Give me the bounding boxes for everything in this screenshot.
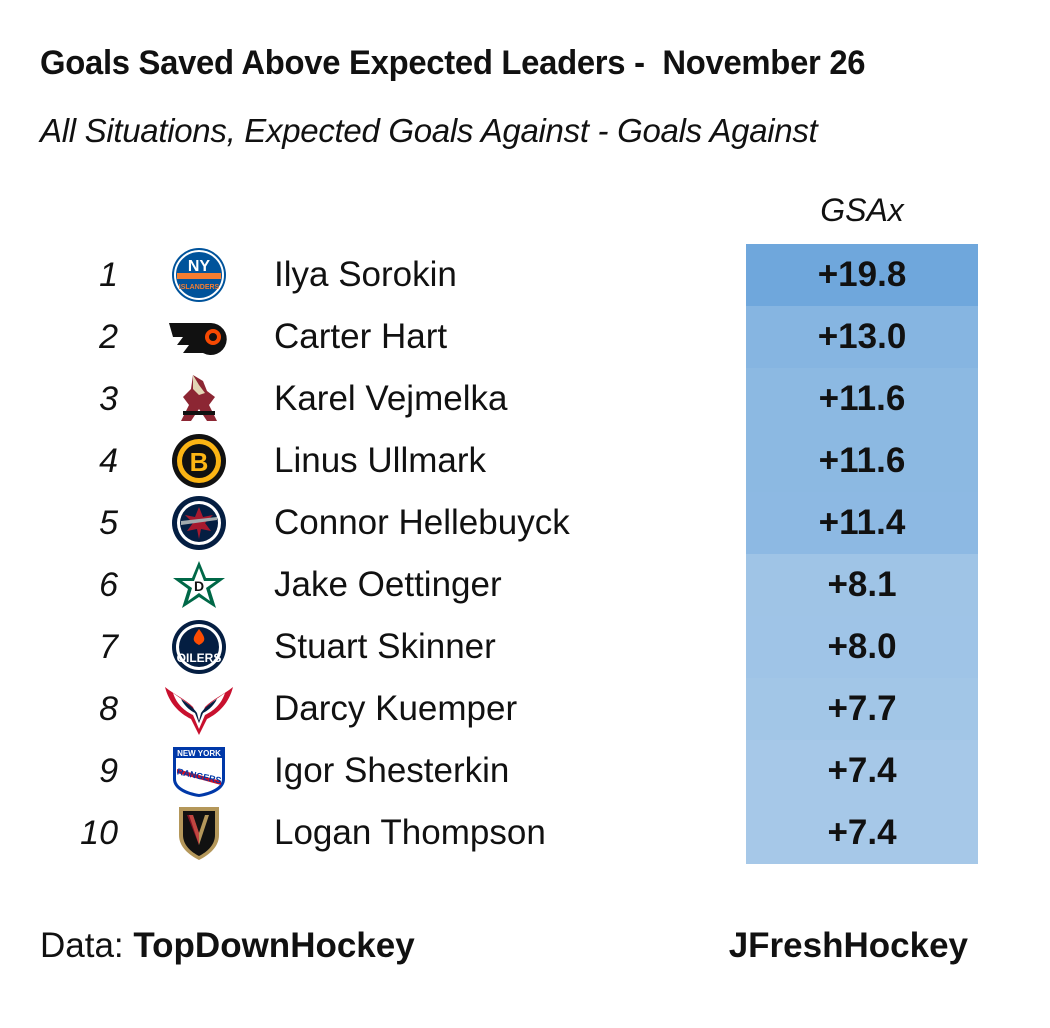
table-row: 2 Carter Hart +13.0 <box>0 306 1050 368</box>
gsax-value-cell: +11.4 <box>746 492 978 554</box>
rank-label: 4 <box>99 442 118 480</box>
svg-text:NY: NY <box>188 258 211 275</box>
player-name: Stuart Skinner <box>274 627 496 666</box>
svg-text:OILERS: OILERS <box>177 651 222 665</box>
player-name: Igor Shesterkin <box>274 751 510 790</box>
gsax-column-header: GSAx <box>820 192 904 228</box>
new-york-rangers-logo-icon: NEW YORK RANGERS <box>163 743 235 799</box>
gsax-value-cell: +11.6 <box>746 430 978 492</box>
rank-label: 3 <box>99 380 118 418</box>
data-source-name: TopDownHockey <box>133 926 415 965</box>
rank-label: 6 <box>99 566 118 604</box>
vegas-golden-knights-logo-icon <box>163 805 235 861</box>
gsax-value-cell: +13.0 <box>746 306 978 368</box>
svg-text:ISLANDERS: ISLANDERS <box>179 284 220 291</box>
table-row: 5 Connor Hellebuyck +11.4 <box>0 492 1050 554</box>
table-row: 3 Karel Vejmelka +11.6 <box>0 368 1050 430</box>
rank-label: 7 <box>99 628 118 666</box>
table-row: 8 Darcy Kuemper +7.7 <box>0 678 1050 740</box>
player-name: Logan Thompson <box>274 813 546 852</box>
gsax-value-cell: +7.4 <box>746 802 978 864</box>
gsax-value-cell: +7.4 <box>746 740 978 802</box>
arizona-coyotes-logo-icon <box>163 371 235 427</box>
rank-label: 8 <box>99 690 118 728</box>
rank-label: 2 <box>99 318 118 356</box>
data-source-prefix: Data: <box>40 926 134 965</box>
new-york-islanders-logo-icon: NY ISLANDERS <box>163 247 235 303</box>
author-credit: JFreshHockey <box>728 926 968 965</box>
rank-label: 9 <box>99 752 118 790</box>
gsax-value-cell: +8.0 <box>746 616 978 678</box>
player-name: Ilya Sorokin <box>274 255 457 294</box>
chart-title: Goals Saved Above Expected Leaders - Nov… <box>40 44 866 82</box>
player-name: Linus Ullmark <box>274 441 486 480</box>
player-name: Karel Vejmelka <box>274 379 508 418</box>
table-row: 9 NEW YORK RANGERS Igor Shesterkin +7.4 <box>0 740 1050 802</box>
philadelphia-flyers-logo-icon <box>163 309 235 365</box>
chart-subtitle: All Situations, Expected Goals Against -… <box>40 112 818 149</box>
player-name: Jake Oettinger <box>274 565 502 604</box>
washington-capitals-logo-icon <box>163 681 235 737</box>
boston-bruins-logo-icon: B <box>163 433 235 489</box>
rank-label: 10 <box>80 814 118 852</box>
table-row: 1 NY ISLANDERS Ilya Sorokin +19.8 <box>0 244 1050 306</box>
dallas-stars-logo-icon: D <box>163 557 235 613</box>
rank-label: 1 <box>99 256 118 294</box>
player-name: Connor Hellebuyck <box>274 503 570 542</box>
table-row: 6 D Jake Oettinger +8.1 <box>0 554 1050 616</box>
player-name: Darcy Kuemper <box>274 689 518 728</box>
gsax-value-cell: +8.1 <box>746 554 978 616</box>
table-row: 10 Logan Thompson +7.4 <box>0 802 1050 864</box>
table-row: 4 B Linus Ullmark +11.6 <box>0 430 1050 492</box>
winnipeg-jets-logo-icon <box>163 495 235 551</box>
svg-text:NEW YORK: NEW YORK <box>177 749 221 758</box>
player-name: Carter Hart <box>274 317 448 356</box>
gsax-value-cell: +11.6 <box>746 368 978 430</box>
table-row: 7 OILERS Stuart Skinner +8.0 <box>0 616 1050 678</box>
svg-text:B: B <box>190 447 209 477</box>
rank-label: 5 <box>99 504 118 542</box>
gsax-value-cell: +7.7 <box>746 678 978 740</box>
edmonton-oilers-logo-icon: OILERS <box>163 619 235 675</box>
data-source-credit: Data: TopDownHockey <box>40 926 415 966</box>
svg-text:D: D <box>194 578 204 594</box>
gsax-value-cell: +19.8 <box>746 244 978 306</box>
